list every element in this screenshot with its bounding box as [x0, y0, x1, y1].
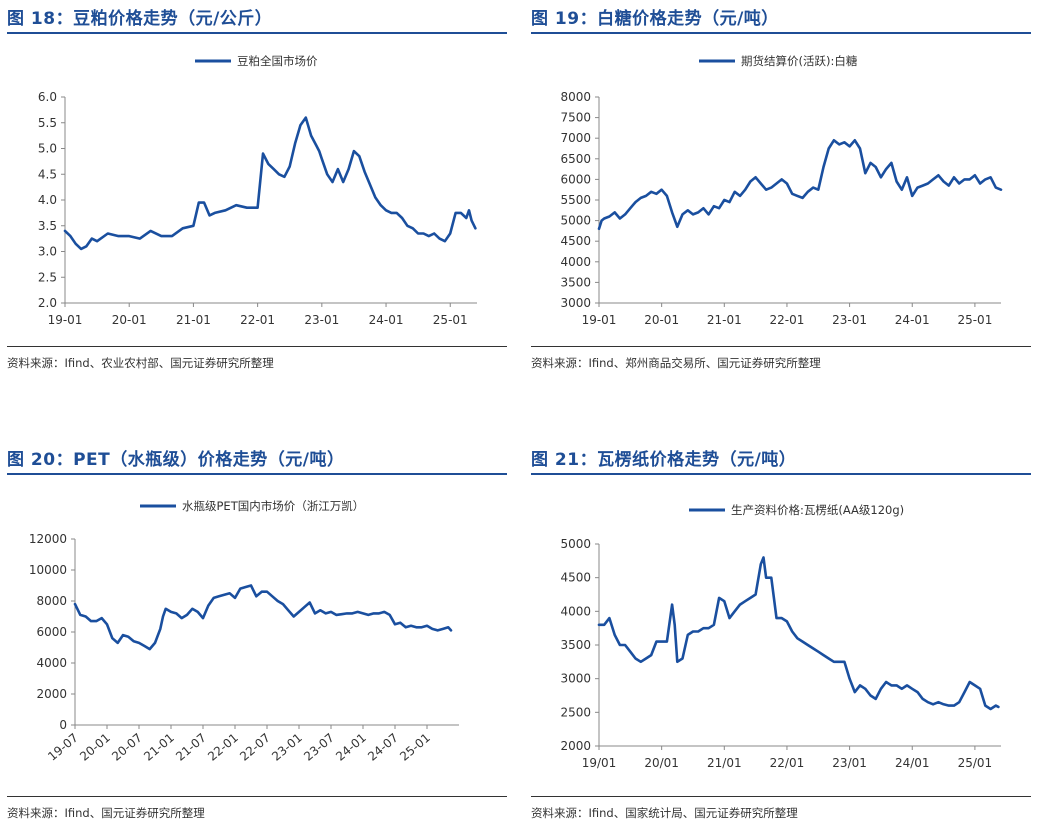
- title-rule: [7, 32, 507, 34]
- title-rule: [531, 32, 1031, 34]
- y-tick-label: 6000: [36, 625, 67, 639]
- source-rule: [531, 346, 1031, 347]
- x-tick-label: 22-07: [237, 731, 273, 764]
- y-tick-label: 6500: [560, 152, 591, 166]
- x-tick-label: 23-01: [304, 313, 339, 327]
- x-tick-label: 23-01: [269, 731, 305, 764]
- x-tick-label: 24/01: [895, 756, 930, 770]
- x-tick-label: 20-01: [644, 313, 679, 327]
- y-tick-label: 4000: [560, 604, 591, 618]
- series-line: [597, 556, 1000, 711]
- x-tick-label: 24-07: [365, 731, 401, 764]
- series-line: [63, 116, 477, 251]
- legend-label: 水瓶级PET国内市场价（浙江万凯）: [182, 499, 364, 513]
- y-tick-label: 2.0: [38, 296, 57, 310]
- x-tick-label: 19-01: [582, 313, 617, 327]
- legend-label: 期货结算价(活跃):白糖: [741, 54, 858, 68]
- x-tick-label: 20-01: [77, 731, 113, 764]
- x-tick-label: 21-07: [173, 731, 209, 764]
- series-line: [597, 139, 1003, 231]
- x-tick-label: 21-01: [176, 313, 211, 327]
- x-tick-label: 25-01: [957, 313, 992, 327]
- chart-soymeal: 豆粕全国市场价 2.0 2.5 3.0 3.5 4.0 4.5 5.0 5.5 6.0 19-01 2…: [38, 54, 477, 327]
- x-tick-label: 25-01: [397, 731, 433, 764]
- y-tick-label: 4000: [560, 255, 591, 269]
- x-tick-label: 20/01: [644, 756, 679, 770]
- source-rule: [531, 796, 1031, 797]
- x-tick-label: 19-07: [45, 731, 81, 764]
- source-note: 资料来源：Ifind、国元证券研究所整理: [7, 806, 205, 820]
- y-tick-label: 0: [59, 718, 67, 732]
- chart-panel-corrugated: 图 21：瓦楞纸价格走势（元/吨） 生产资料价格:瓦楞纸(AA级120g) 200…: [531, 441, 1035, 833]
- x-tick-label: 23-07: [301, 731, 337, 764]
- y-tick-label: 5000: [560, 537, 591, 551]
- chart-panel-pet: 图 20：PET（水瓶级）价格走势（元/吨） 水瓶级PET国内市场价（浙江万凯）…: [7, 441, 511, 833]
- y-tick-label: 2500: [560, 705, 591, 719]
- y-tick-label: 12000: [29, 532, 67, 546]
- y-tick-label: 2000: [560, 739, 591, 753]
- series-line: [73, 584, 453, 651]
- y-tick-label: 4.0: [38, 193, 57, 207]
- x-tick-label: 24-01: [895, 313, 930, 327]
- title-rule: [531, 473, 1031, 475]
- y-tick-label: 2000: [36, 687, 67, 701]
- source-rule: [7, 346, 507, 347]
- x-tick-label: 21/01: [707, 756, 742, 770]
- chart-title: 图 19：白糖价格走势（元/吨）: [531, 9, 779, 29]
- x-tick-label: 25-01: [433, 313, 468, 327]
- y-tick-label: 5.0: [38, 142, 57, 156]
- source-rule: [7, 796, 507, 797]
- x-tick-label: 23-01: [832, 313, 867, 327]
- x-tick-label: 19-01: [48, 313, 83, 327]
- y-tick-label: 8000: [36, 594, 67, 608]
- x-tick-label: 19/01: [582, 756, 617, 770]
- x-tick-label: 24-01: [369, 313, 404, 327]
- y-tick-label: 7000: [560, 131, 591, 145]
- chart-title: 图 18：豆粕价格走势（元/公斤）: [7, 9, 273, 29]
- chart-sugar: 期货结算价(活跃):白糖 3000 3500 4000 4500 5000 5500 6000…: [560, 54, 1003, 327]
- y-tick-label: 7500: [560, 111, 591, 125]
- x-tick-label: 22-01: [770, 313, 805, 327]
- y-tick-label: 4000: [36, 656, 67, 670]
- x-tick-label: 21-01: [141, 731, 177, 764]
- y-tick-label: 6.0: [38, 90, 57, 104]
- y-tick-label: 4.5: [38, 167, 57, 181]
- y-tick-label: 8000: [560, 90, 591, 104]
- y-tick-label: 3500: [560, 638, 591, 652]
- chart-panel-sugar: 图 19：白糖价格走势（元/吨） 期货结算价(活跃):白糖 3000 3500 400…: [531, 0, 1035, 392]
- x-tick-label: 21-01: [707, 313, 742, 327]
- chart-title: 图 20：PET（水瓶级）价格走势（元/吨）: [7, 450, 345, 470]
- y-tick-label: 3000: [560, 296, 591, 310]
- x-tick-label: 23/01: [832, 756, 867, 770]
- y-tick-label: 10000: [29, 563, 67, 577]
- y-tick-label: 4500: [560, 234, 591, 248]
- chart-title: 图 21：瓦楞纸价格走势（元/吨）: [531, 450, 797, 470]
- x-tick-label: 20-01: [112, 313, 147, 327]
- legend-label: 生产资料价格:瓦楞纸(AA级120g): [731, 503, 904, 517]
- y-tick-label: 2.5: [38, 270, 57, 284]
- y-tick-label: 3000: [560, 672, 591, 686]
- y-tick-label: 5000: [560, 214, 591, 228]
- x-tick-label: 25/01: [958, 756, 993, 770]
- source-note: 资料来源：Ifind、国家统计局、国元证券研究所整理: [531, 806, 798, 820]
- x-tick-label: 24-01: [333, 731, 369, 764]
- x-tick-label: 22/01: [770, 756, 805, 770]
- y-tick-label: 3.0: [38, 245, 57, 259]
- title-rule: [7, 473, 507, 475]
- x-tick-label: 20-07: [109, 731, 145, 764]
- chart-panel-soymeal: 图 18：豆粕价格走势（元/公斤） 豆粕全国市场价 2.0 2.5 3.0 3.5 4.0…: [7, 0, 511, 392]
- x-tick-label: 22-01: [240, 313, 275, 327]
- y-tick-label: 5500: [560, 193, 591, 207]
- chart-corrugated: 生产资料价格:瓦楞纸(AA级120g) 2000 2500 3000 3500 4000 4…: [560, 503, 1001, 770]
- x-tick-label: 22-01: [205, 731, 241, 764]
- source-note: 资料来源：Ifind、农业农村部、国元证券研究所整理: [7, 356, 274, 370]
- y-tick-label: 6000: [560, 172, 591, 186]
- y-tick-label: 3500: [560, 275, 591, 289]
- source-note: 资料来源：Ifind、郑州商品交易所、国元证券研究所整理: [531, 356, 821, 370]
- chart-pet: 水瓶级PET国内市场价（浙江万凯） 0 2000 4000 6000 8000 10000 1…: [29, 499, 459, 764]
- y-tick-label: 4500: [560, 571, 591, 585]
- y-tick-label: 3.5: [38, 219, 57, 233]
- legend-label: 豆粕全国市场价: [237, 54, 318, 68]
- y-tick-label: 5.5: [38, 116, 57, 130]
